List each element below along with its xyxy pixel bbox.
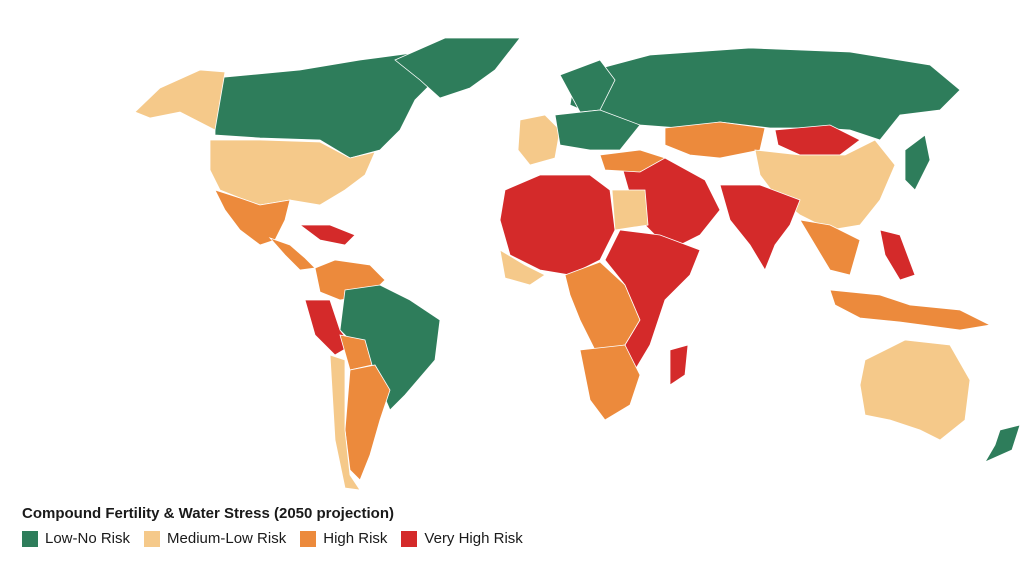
region-bolivia — [339, 334, 373, 371]
region-australia — [859, 339, 971, 441]
legend-swatch-medium — [144, 530, 161, 547]
region-chile — [329, 354, 361, 491]
region-greenland — [394, 37, 521, 99]
region-caribbean — [298, 224, 356, 246]
region-southeast-asia — [799, 219, 861, 276]
legend-label-low: Low-No Risk — [45, 530, 131, 547]
region-central-europe — [554, 109, 641, 151]
region-united-states — [209, 139, 376, 206]
region-east-africa — [604, 229, 701, 371]
region-egypt — [611, 189, 649, 231]
region-scandinavia — [559, 59, 616, 113]
legend-label-high: High Risk — [323, 530, 388, 547]
region-argentina — [344, 364, 391, 481]
legend-item-high: High Risk — [300, 530, 387, 547]
legend-label-medium: Medium-Low Risk — [167, 530, 287, 547]
legend-swatch-high — [300, 530, 317, 547]
region-indonesia — [829, 289, 992, 331]
region-madagascar — [669, 344, 689, 386]
world-map — [134, 37, 1021, 491]
legend: Low-No Risk Medium-Low Risk High Risk Ve… — [22, 530, 537, 547]
region-japan — [904, 134, 931, 191]
legend-swatch-very-high — [401, 530, 418, 547]
legend-item-low: Low-No Risk — [22, 530, 130, 547]
legend-swatch-low — [22, 530, 38, 547]
region-north-africa-sahel — [499, 174, 616, 276]
region-alaska — [134, 69, 226, 131]
legend-title: Compound Fertility & Water Stress (2050 … — [22, 505, 395, 522]
region-southern-africa — [579, 344, 641, 421]
region-central-america — [268, 237, 316, 271]
region-turkey — [599, 149, 666, 173]
region-western-europe — [517, 114, 561, 166]
legend-label-very-high: Very High Risk — [424, 530, 523, 547]
region-canada — [214, 51, 441, 159]
region-new-zealand — [984, 424, 1021, 463]
region-philippines — [879, 229, 916, 281]
region-india — [719, 184, 801, 271]
region-west-africa-coast — [499, 249, 546, 286]
legend-item-very-high: Very High Risk — [401, 530, 523, 547]
region-kazakhstan — [664, 121, 766, 159]
region-mexico — [214, 189, 291, 246]
legend-item-medium: Medium-Low Risk — [144, 530, 286, 547]
